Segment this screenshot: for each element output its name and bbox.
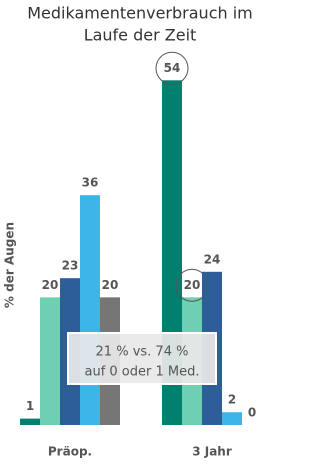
bar [20,418,40,425]
annotation-text: 21 % vs. 74 % [96,345,189,360]
value-label: 1 [26,399,34,413]
chart-title: Laufe der Zeit [84,26,197,45]
value-label: 36 [82,176,99,190]
value-label: 0 [248,406,256,420]
value-label: 54 [164,61,181,75]
value-label: 20 [102,278,119,292]
x-tick-label: 3 Jahr [192,445,232,459]
chart: Medikamentenverbrauch im Laufe der Zeit … [3,4,257,459]
value-label: 2 [228,393,236,407]
value-label: 23 [62,259,79,273]
bar [40,297,60,425]
annotation-box [67,332,217,385]
chart-title: Medikamentenverbrauch im [27,4,253,23]
x-tick-label: Präop. [48,445,92,459]
y-axis-label: % der Augen [3,222,17,308]
annotation-text: auf 0 oder 1 Med. [84,365,199,380]
highlight-circle [155,51,189,85]
bar [80,195,100,425]
value-label: 20 [42,278,59,292]
bar [222,412,242,425]
value-label: 20 [184,278,201,292]
value-label: 24 [204,252,221,266]
